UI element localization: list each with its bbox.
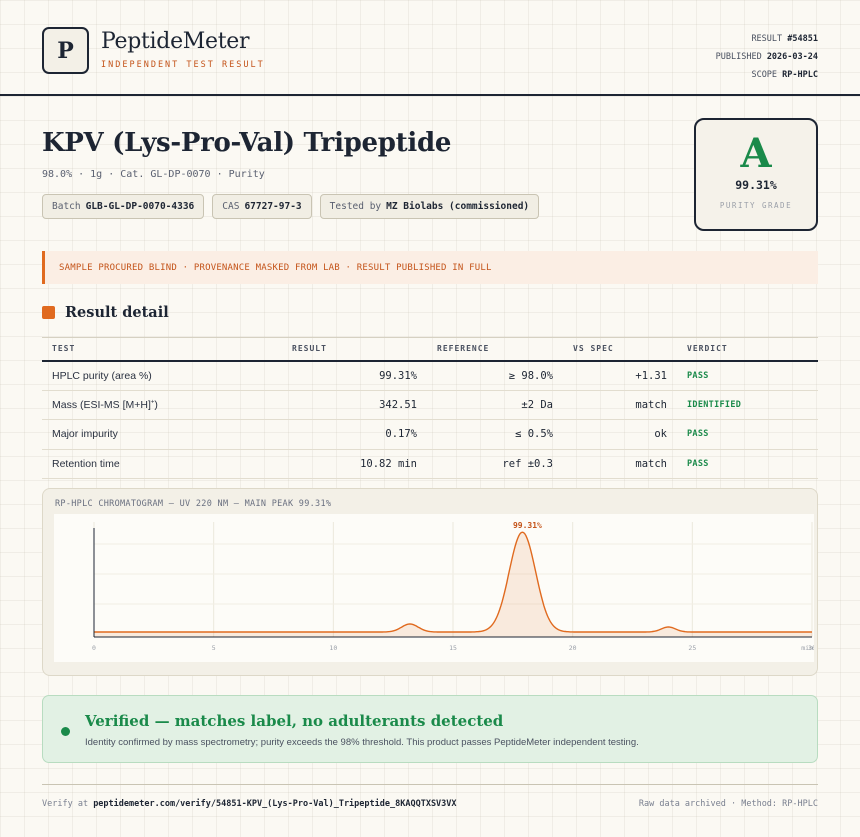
- footer-divider: [42, 784, 818, 785]
- meta-result: RESULT #54851: [751, 34, 818, 44]
- product-title: KPV (Lys-Pro-Val) Tripeptide: [42, 128, 452, 158]
- result-table: TEST RESULT REFERENCE VS SPEC VERDICT HP…: [42, 337, 818, 479]
- table-row: Mass (ESI-MS [M+H]+) 342.51 ±2 Da match …: [42, 390, 818, 420]
- footer-method: Raw data archived · Method: RP-HPLC: [638, 799, 818, 809]
- verify-link[interactable]: peptidemeter.com/verify/54851-KPV_(Lys-P…: [93, 799, 457, 809]
- report-header: P PeptideMeter INDEPENDENT TEST RESULT R…: [0, 0, 860, 96]
- batch-chip: Batch GLB-GL-DP-0070-4336: [42, 194, 205, 219]
- cell-reference: ±2 Da: [427, 390, 563, 420]
- cell-test: HPLC purity (area %): [42, 360, 282, 391]
- cell-test: Mass (ESI-MS [M+H]+): [42, 390, 282, 420]
- x-tick-label: 0: [92, 644, 96, 652]
- cell-reference: ≤ 0.5%: [427, 419, 563, 450]
- tested-by-chip: Tested by MZ Biolabs (commissioned): [319, 194, 540, 219]
- brand-tagline: INDEPENDENT TEST RESULT: [101, 60, 265, 70]
- cell-result: 99.31%: [282, 360, 427, 391]
- grade-letter: A: [740, 130, 772, 177]
- blind-sample-notice: SAMPLE PROCURED BLIND · PROVENANCE MASKE…: [42, 251, 818, 284]
- grade-value: 99.31%: [735, 178, 777, 192]
- col-result: RESULT: [282, 337, 427, 362]
- section-square-icon: [42, 306, 55, 319]
- logo-icon: P: [42, 27, 89, 74]
- cell-test: Major impurity: [42, 419, 282, 450]
- cell-result: 342.51: [282, 390, 427, 420]
- cell-vs-spec: +1.31: [563, 360, 677, 391]
- cell-vs-spec: ok: [563, 419, 677, 450]
- verified-title: Verified — matches label, no adulterants…: [85, 712, 504, 730]
- table-row: Major impurity 0.17% ≤ 0.5% ok PASS: [42, 419, 818, 450]
- result-meta: RESULT #54851 PUBLISHED 2026-03-24 SCOPE…: [716, 30, 818, 84]
- col-vs-spec: VS SPEC: [563, 337, 677, 362]
- col-verdict: VERDICT: [677, 337, 818, 362]
- product-chips: Batch GLB-GL-DP-0070-4336 CAS 67727-97-3 T…: [42, 194, 540, 219]
- cell-result: 10.82 min: [282, 449, 427, 479]
- chromatogram-panel: RP-HPLC CHROMATOGRAM — UV 220 NM — MAIN …: [42, 488, 818, 676]
- x-tick-label: 5: [212, 644, 216, 652]
- col-test: TEST: [42, 337, 282, 362]
- cell-verdict: PASS: [677, 449, 818, 479]
- chromatogram-title: RP-HPLC CHROMATOGRAM — UV 220 NM — MAIN …: [55, 499, 332, 509]
- cell-test: Retention time: [42, 449, 282, 479]
- table-row: HPLC purity (area %) 99.31% ≥ 98.0% +1.3…: [42, 360, 818, 391]
- grade-label: PURITY GRADE: [719, 201, 793, 210]
- cell-verdict: PASS: [677, 360, 818, 391]
- chromatogram-trace: [94, 531, 812, 633]
- cell-verdict: IDENTIFIED: [677, 390, 818, 420]
- purity-grade-card: A 99.31% PURITY GRADE: [694, 118, 818, 231]
- x-axis-unit: min: [801, 644, 813, 652]
- chromatogram-plot: 99.31% 0 5 10 15 20 25 30 min: [54, 514, 816, 662]
- table-header-row: TEST RESULT REFERENCE VS SPEC VERDICT: [42, 337, 818, 362]
- cell-reference: ≥ 98.0%: [427, 360, 563, 391]
- x-tick-label: 25: [688, 644, 696, 652]
- verify-text: Verify at peptidemeter.com/verify/54851-…: [42, 799, 457, 809]
- cell-result: 0.17%: [282, 419, 427, 450]
- x-tick-label: 30: [808, 644, 814, 652]
- cas-chip: CAS 67727-97-3: [212, 194, 312, 219]
- peak-label: 99.31%: [513, 521, 542, 530]
- cell-vs-spec: match: [563, 449, 677, 479]
- verified-dot-icon: [61, 727, 70, 736]
- cell-vs-spec: match: [563, 390, 677, 420]
- meta-scope: SCOPE RP-HPLC: [751, 70, 818, 80]
- cell-verdict: PASS: [677, 419, 818, 450]
- col-reference: REFERENCE: [427, 337, 563, 362]
- x-tick-label: 15: [449, 644, 457, 652]
- meta-published: PUBLISHED 2026-03-24: [715, 52, 818, 62]
- cell-reference: ref ±0.3: [427, 449, 563, 479]
- x-tick-label: 10: [329, 644, 337, 652]
- table-row: Retention time 10.82 min ref ±0.3 match …: [42, 449, 818, 479]
- verified-description: Identity confirmed by mass spectrometry;…: [85, 737, 639, 748]
- verified-banner: Verified — matches label, no adulterants…: [42, 695, 818, 763]
- brand-name: PeptideMeter: [101, 29, 250, 54]
- section-title: Result detail: [65, 304, 169, 321]
- x-tick-label: 20: [569, 644, 577, 652]
- product-subline: 98.0% · 1g · Cat. GL-DP-0070 · Purity: [42, 169, 265, 180]
